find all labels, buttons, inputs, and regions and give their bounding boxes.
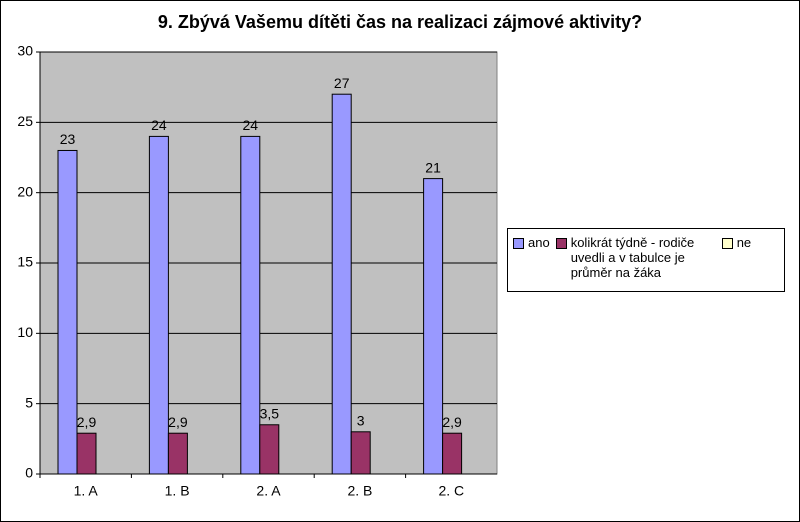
legend-item: ano: [513, 229, 550, 250]
y-tick-label: 10: [17, 324, 33, 340]
data-label: 24: [151, 117, 167, 133]
legend-swatch: [721, 238, 733, 249]
x-tick-label: 1. A: [74, 483, 99, 499]
data-label: 27: [334, 75, 350, 91]
bar: [423, 178, 444, 475]
data-label: 3,5: [260, 405, 280, 421]
x-tick-label: 2. A: [256, 483, 281, 499]
y-tick-label: 15: [17, 254, 33, 270]
x-tick-label: 2. B: [347, 483, 372, 499]
bar: [76, 432, 97, 475]
legend-label: kolikrát týdně - rodiče uvedli a v tabul…: [570, 235, 695, 280]
chart-title: 9. Zbývá Vašemu dítěti čas na realizaci …: [158, 12, 642, 32]
legend-swatch: [555, 238, 567, 249]
bar: [442, 432, 463, 475]
bar: [148, 135, 169, 475]
y-tick-label: 5: [25, 394, 33, 410]
y-tick-label: 0: [25, 465, 33, 481]
data-label: 23: [60, 131, 76, 147]
data-label: 2,9: [442, 414, 462, 430]
x-tick-label: 1. B: [165, 483, 190, 499]
x-tick-label: 2. C: [438, 483, 464, 499]
legend-label: ne: [736, 235, 752, 250]
legend-swatch: [513, 238, 524, 249]
legend-item: kolikrát týdně - rodiče uvedli a v tabul…: [555, 229, 716, 280]
bar: [57, 149, 78, 475]
bar: [350, 431, 371, 475]
data-label: 21: [425, 159, 441, 175]
y-tick-label: 20: [17, 183, 33, 199]
bar: [240, 135, 261, 475]
data-label: 24: [243, 117, 259, 133]
legend: ano kolikrát týdně - rodiče uvedli a v ta…: [507, 228, 785, 292]
data-label: 3: [357, 413, 365, 429]
data-label: 2,9: [77, 414, 97, 430]
bar: [259, 424, 280, 475]
data-label: 2,9: [168, 414, 188, 430]
bar: [167, 432, 188, 475]
legend-label: ano: [528, 235, 550, 250]
y-tick-label: 25: [17, 113, 33, 129]
legend-item: ne: [721, 229, 752, 250]
bar: [331, 93, 352, 475]
y-tick-label: 30: [17, 43, 33, 59]
